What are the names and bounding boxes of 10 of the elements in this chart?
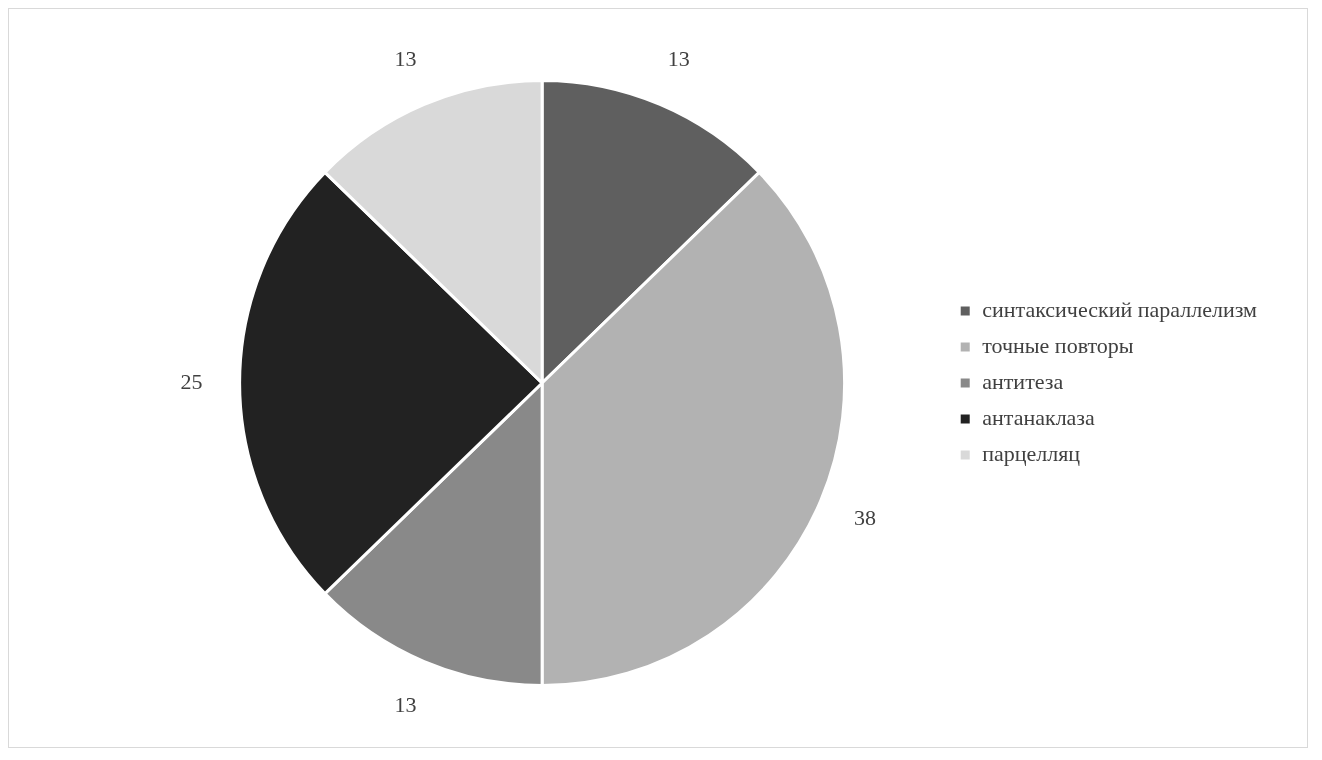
data-label: 25 — [180, 368, 203, 394]
data-label: 13 — [394, 691, 417, 717]
legend-label: антитеза — [982, 368, 1064, 394]
legend-label: парцелляц — [982, 440, 1081, 466]
data-label: 38 — [853, 505, 876, 531]
data-label: 13 — [667, 46, 690, 71]
data-label: 13 — [394, 46, 417, 71]
legend-label: антанаклаза — [982, 404, 1096, 430]
legend-label: синтаксический параллелизм — [982, 296, 1258, 322]
legend-label: точные повторы — [982, 332, 1134, 358]
